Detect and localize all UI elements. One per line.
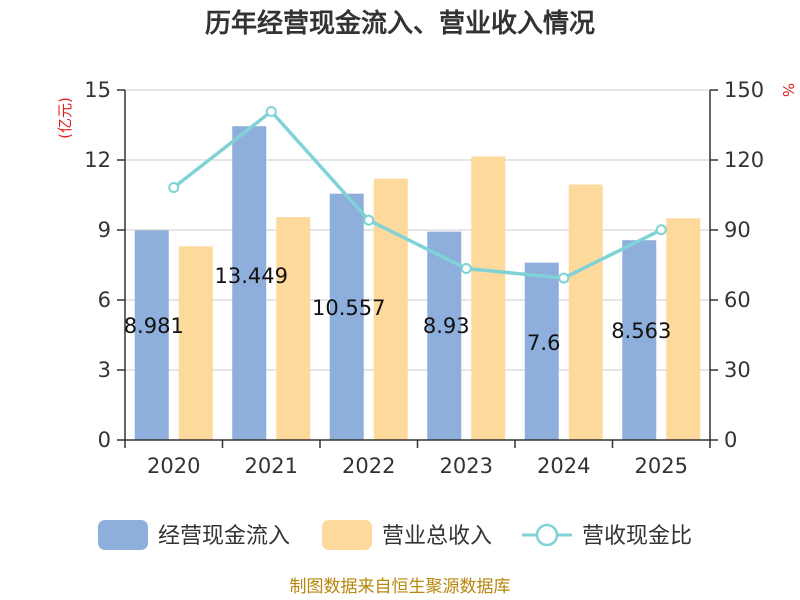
legend-swatch-cash-inflow — [98, 520, 148, 550]
data-labels: 8.981 13.449 10.557 8.93 7.6 8.563 — [124, 264, 672, 355]
left-axis-tick-label: 12 — [84, 148, 111, 172]
x-axis-tick-label-2023: 2023 — [440, 454, 493, 478]
legend-swatch-ratio-marker — [535, 523, 559, 547]
bar-cash-inflow-2025 — [622, 240, 657, 440]
x-axis-tick-label-2021: 2021 — [245, 454, 298, 478]
data-label-2022: 10.557 — [312, 296, 385, 320]
legend-label-ratio: 营收现金比 — [582, 524, 692, 549]
bar-series — [134, 126, 701, 440]
left-axis-tick-label: 3 — [98, 358, 111, 382]
ratio-line — [172, 109, 663, 280]
bar-revenue-2021 — [276, 217, 311, 440]
left-axis-unit-label: (亿元) — [56, 97, 74, 139]
left-axis-tick-label: 9 — [98, 218, 111, 242]
legend-swatch-revenue — [322, 520, 372, 550]
bar-cash-inflow-2024 — [524, 262, 559, 440]
bar-cash-inflow-2020 — [134, 230, 169, 440]
right-axis-tick-label: 150 — [724, 78, 764, 102]
bar-revenue-2025 — [666, 218, 701, 440]
data-label-2023: 8.93 — [423, 314, 470, 338]
bar-revenue-2022 — [373, 178, 408, 440]
gridlines — [125, 89, 710, 371]
ratio-line-series — [168, 105, 667, 284]
ratio-point-2024 — [558, 272, 570, 284]
ratio-point-2020 — [168, 182, 180, 194]
source-note: 制图数据来自恒生聚源数据库 — [290, 577, 511, 597]
data-label-2020: 8.981 — [124, 314, 184, 338]
bar-revenue-2023 — [471, 156, 506, 440]
right-axis-tick-label: 120 — [724, 148, 764, 172]
right-axis-unit-label: % — [779, 83, 797, 97]
bar-cash-inflow-2022 — [329, 193, 364, 440]
ratio-point-2021 — [265, 105, 277, 117]
legend-label-revenue: 营业总收入 — [382, 524, 492, 549]
ratio-point-2022 — [363, 214, 375, 226]
bar-revenue-2020 — [178, 246, 213, 440]
ratio-point-2023 — [460, 263, 472, 274]
x-axis-tick-label-2025: 2025 — [635, 454, 688, 478]
bar-cash-inflow-2021 — [232, 126, 267, 440]
right-axis-tick-label: 60 — [724, 288, 751, 312]
legend: 经营现金流入 营业总收入 营收现金比 — [98, 520, 692, 550]
bar-revenue-2024 — [568, 184, 603, 440]
x-axis-tick-label-2020: 2020 — [147, 454, 200, 478]
data-label-2024: 7.6 — [527, 331, 560, 355]
chart-title: 历年经营现金流入、营业收入情况 — [205, 8, 595, 39]
right-axis-tick-label: 0 — [724, 428, 737, 452]
bar-cash-inflow-2023 — [427, 231, 462, 440]
left-axis-tick-label: 15 — [84, 78, 111, 102]
data-label-2021: 13.449 — [215, 264, 288, 288]
ratio-point-2025 — [655, 224, 667, 236]
x-axis-tick-label-2024: 2024 — [537, 454, 590, 478]
left-axis-tick-label: 0 — [98, 428, 111, 452]
x-axis-tick-label-2022: 2022 — [342, 454, 395, 478]
left-axis-tick-label: 6 — [98, 288, 111, 312]
right-axis-tick-label: 30 — [724, 358, 751, 382]
data-label-2025: 8.563 — [611, 319, 671, 343]
legend-label-cash-inflow: 经营现金流入 — [158, 524, 290, 549]
right-axis-tick-label: 90 — [724, 218, 751, 242]
